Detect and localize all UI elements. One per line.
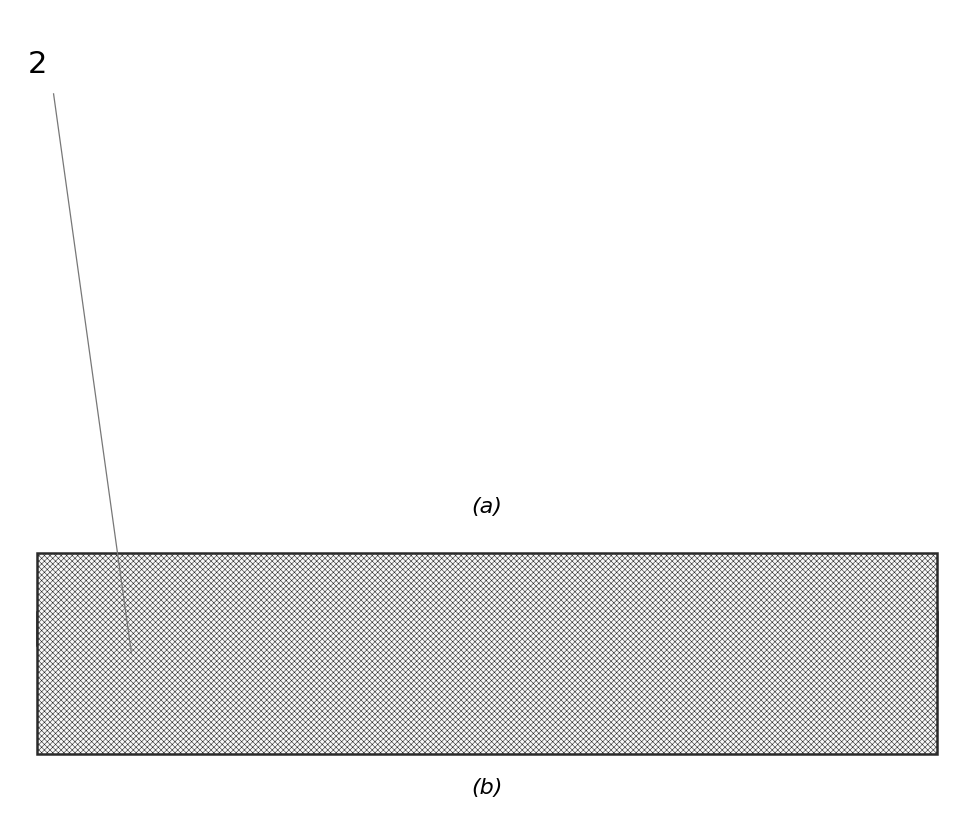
Bar [37, 612, 937, 645]
Text: 2: 2 [27, 50, 47, 79]
Text: (a): (a) [471, 497, 503, 517]
Bar [37, 553, 937, 754]
Text: (b): (b) [471, 778, 503, 798]
